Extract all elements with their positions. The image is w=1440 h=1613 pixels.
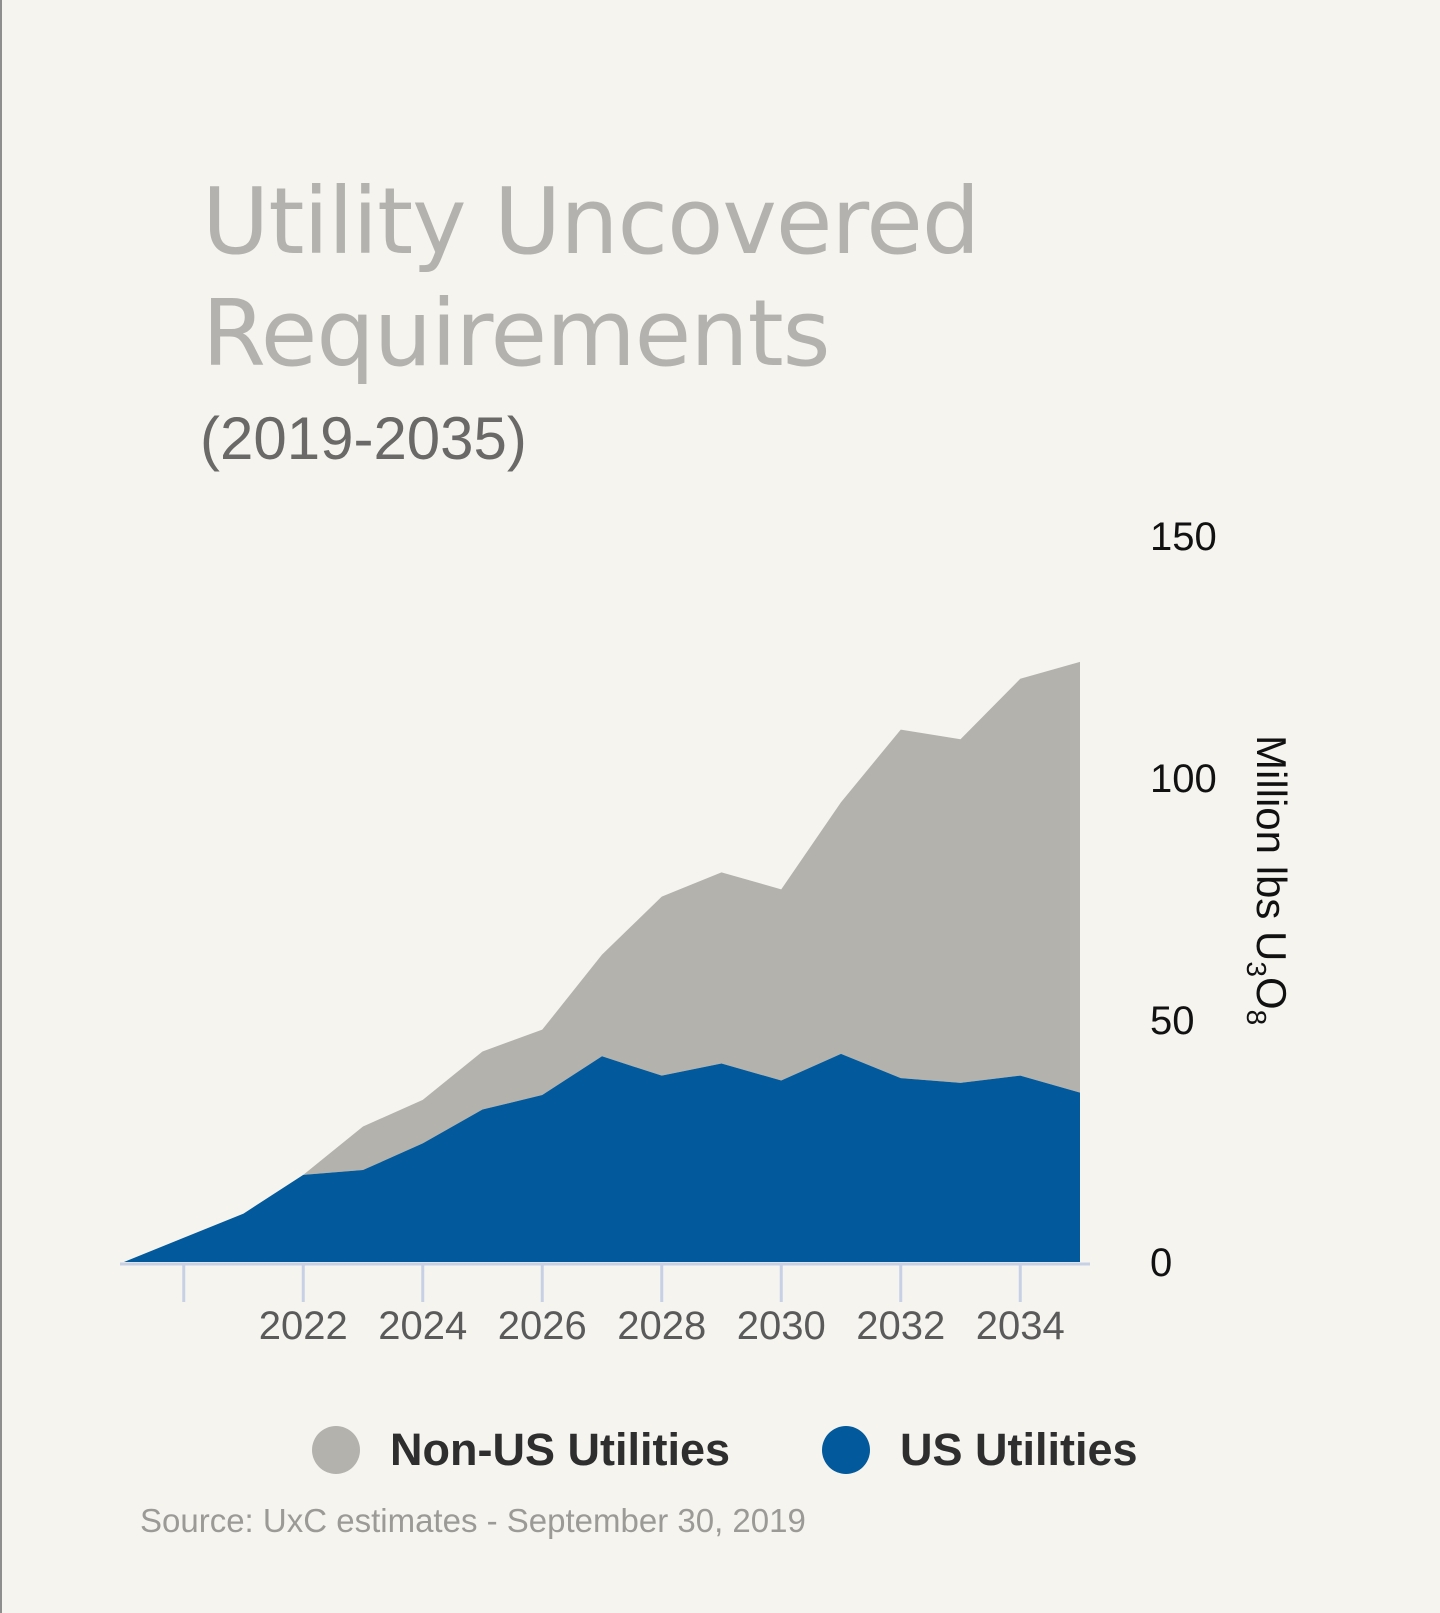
area-non-us-utilities <box>124 661 1080 1262</box>
source-note: Source: UxC estimates - September 30, 20… <box>140 1502 806 1539</box>
legend: Non-US Utilities US Utilities <box>0 1422 1440 1482</box>
chart-subtitle: (2019-2035) <box>200 405 527 472</box>
y-axis-title-mid: O <box>1248 977 1295 1010</box>
x-tick-label-2032: 2032 <box>856 1304 945 1348</box>
area-us-utilities <box>124 1053 1080 1262</box>
area-chart: 2022 2024 2026 2028 2030 2032 2034 0 50 100 150 M… <box>120 515 1295 1348</box>
x-tick-label-2034: 2034 <box>976 1304 1065 1348</box>
x-tick-label-2024: 2024 <box>378 1304 467 1348</box>
legend-swatch-us <box>822 1426 870 1474</box>
chart-title-line-1: Utility Uncovered <box>202 168 980 275</box>
y-axis-title-sub-1: 3 <box>1241 961 1272 977</box>
y-axis-title: Million lbs U3O8 <box>1241 735 1295 1025</box>
y-axis-title-main: Million lbs U <box>1248 735 1295 961</box>
y-tick-label-0: 0 <box>1150 1241 1172 1285</box>
legend-item-us: US Utilities <box>822 1422 1138 1478</box>
x-tick-label-2030: 2030 <box>737 1304 826 1348</box>
y-axis-ticks: 0 50 100 150 <box>1150 515 1217 1285</box>
chart-areas <box>124 661 1080 1262</box>
legend-item-non-us: Non-US Utilities <box>312 1422 730 1478</box>
chart-title-line-2: Requirements <box>202 280 831 387</box>
x-tick-label-2028: 2028 <box>617 1304 706 1348</box>
legend-label-us: US Utilities <box>900 1424 1138 1475</box>
left-border <box>0 0 2 1613</box>
y-tick-label-150: 150 <box>1150 515 1217 559</box>
x-tick-label-2026: 2026 <box>498 1304 587 1348</box>
chart-title: Utility Uncovered Requirements <box>202 166 980 390</box>
legend-swatch-non-us <box>312 1426 360 1474</box>
y-tick-label-50: 50 <box>1150 999 1195 1043</box>
legend-label-non-us: Non-US Utilities <box>390 1424 731 1475</box>
x-tick-label-2022: 2022 <box>259 1304 348 1348</box>
y-tick-label-100: 100 <box>1150 757 1217 801</box>
y-axis-title-sub-2: 8 <box>1241 1010 1272 1026</box>
x-axis: 2022 2024 2026 2028 2030 2032 2034 <box>120 1262 1090 1348</box>
